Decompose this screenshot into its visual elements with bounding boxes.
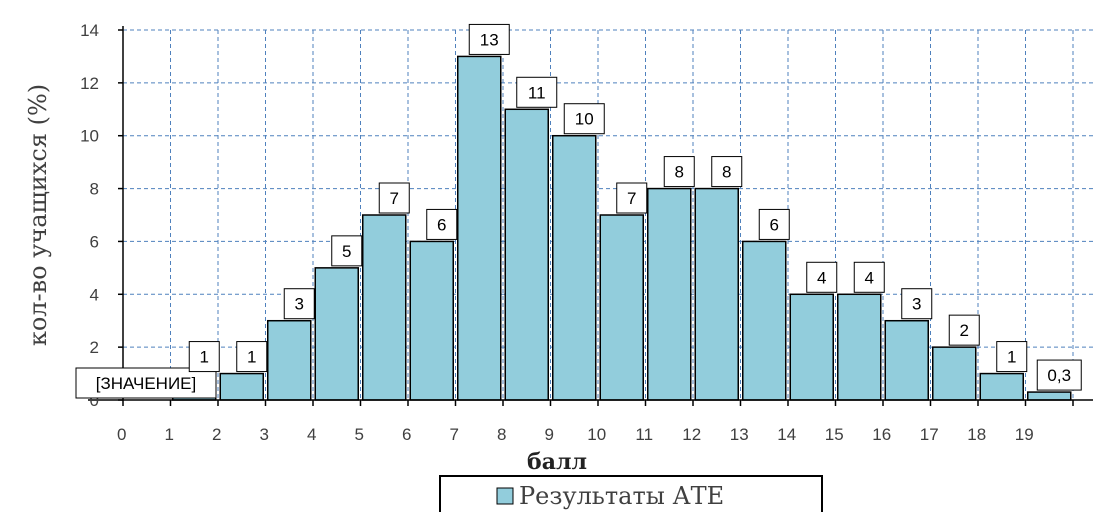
data-label: 8 <box>675 163 684 182</box>
x-tick-label: 6 <box>402 425 411 444</box>
y-tick-label: 4 <box>90 285 99 304</box>
x-tick-label: 19 <box>1015 425 1034 444</box>
bar <box>267 319 312 401</box>
data-label-box <box>996 341 1028 373</box>
bar <box>884 319 929 401</box>
y-axis-label: кол-во учащихся (%) <box>24 84 52 346</box>
bar <box>932 346 977 401</box>
data-label: 1 <box>200 348 209 367</box>
x-tick-label: 2 <box>212 425 221 444</box>
bar <box>1027 391 1072 401</box>
data-label-box <box>1036 359 1082 391</box>
data-label: 1 <box>1007 348 1016 367</box>
data-label-box <box>901 288 933 320</box>
bars <box>172 55 1072 401</box>
bar <box>837 293 882 401</box>
data-label-box <box>331 235 363 267</box>
x-tick-label: 10 <box>587 425 606 444</box>
y-tick-label: 2 <box>90 338 99 357</box>
data-label-box <box>378 182 410 214</box>
data-label: 10 <box>575 110 594 129</box>
y-tick-label: 10 <box>80 127 99 146</box>
data-label-box <box>516 76 558 108</box>
x-tick-labels: 0 1 2 3 4 5 6 7 8 9 10 11 12 13 14 15 16 17 18 19 <box>117 425 1034 444</box>
x-tick-label: 0 <box>117 425 126 444</box>
data-label: 6 <box>770 215 779 234</box>
x-tick-label: 17 <box>920 425 939 444</box>
data-label: 2 <box>960 321 969 340</box>
data-label-box <box>853 261 885 293</box>
data-label: 1 <box>247 348 256 367</box>
bar <box>742 240 787 401</box>
x-tick-label: 15 <box>825 425 844 444</box>
data-label: 4 <box>865 268 874 287</box>
data-label-box <box>616 182 648 214</box>
data-label-box <box>806 261 838 293</box>
bar <box>409 240 454 401</box>
y-tick-label: 14 <box>80 21 99 40</box>
x-tick-label: 13 <box>730 425 749 444</box>
data-label-box <box>711 156 743 188</box>
x-tick-label: 5 <box>355 425 364 444</box>
data-label-box <box>563 103 605 135</box>
legend-swatch <box>496 487 514 505</box>
x-axis-label: балл <box>527 449 587 475</box>
data-label-box <box>75 367 217 399</box>
bar <box>362 214 407 401</box>
data-label-box <box>948 314 980 346</box>
bar <box>219 372 264 401</box>
bar <box>647 187 692 401</box>
y-tick-labels: 0 2 4 6 8 10 12 14 <box>80 21 99 410</box>
bar <box>552 134 597 401</box>
data-label-box <box>283 288 315 320</box>
data-label: 8 <box>722 163 731 182</box>
bar <box>979 372 1024 401</box>
bar <box>457 55 502 401</box>
data-label-box <box>236 341 268 373</box>
y-tick-label: 12 <box>80 74 99 93</box>
y-tick-label: 0 <box>90 391 99 410</box>
x-tick-label: 1 <box>165 425 174 444</box>
data-label-box <box>426 208 458 240</box>
data-label-box <box>758 208 790 240</box>
x-tick-label: 4 <box>307 425 316 444</box>
data-label: 11 <box>528 83 546 102</box>
data-label-box <box>188 341 220 373</box>
x-tick-label: 18 <box>967 425 986 444</box>
legend-label: Результаты АТЕ <box>519 482 724 510</box>
data-label: 6 <box>437 215 446 234</box>
bar <box>504 108 549 401</box>
y-tick-label: 6 <box>90 232 99 251</box>
bar <box>599 214 644 401</box>
data-label: 7 <box>390 189 399 208</box>
data-label: 3 <box>912 295 921 314</box>
axes <box>88 26 1093 406</box>
data-label: 5 <box>342 242 351 261</box>
bar <box>314 267 359 401</box>
data-label: 0,3 <box>1047 366 1071 385</box>
x-tick-label: 12 <box>682 425 701 444</box>
data-label-box <box>468 23 510 55</box>
x-tick-label: 7 <box>450 425 459 444</box>
data-label: 4 <box>817 268 826 287</box>
x-tick-label: 11 <box>635 425 653 444</box>
data-label: 13 <box>480 30 499 49</box>
x-tick-label: 16 <box>872 425 891 444</box>
data-label: [ЗНАЧЕНИЕ] <box>96 374 197 393</box>
legend: Результаты АТЕ <box>439 475 823 512</box>
x-tick-label: 8 <box>497 425 506 444</box>
data-label: 3 <box>295 295 304 314</box>
x-tick-label: 14 <box>777 425 796 444</box>
bar <box>694 187 739 401</box>
bar <box>789 293 834 401</box>
x-tick-label: 9 <box>545 425 554 444</box>
data-label-box <box>663 156 695 188</box>
data-label: 7 <box>627 189 636 208</box>
y-tick-label: 8 <box>90 180 99 199</box>
x-tick-label: 3 <box>260 425 269 444</box>
